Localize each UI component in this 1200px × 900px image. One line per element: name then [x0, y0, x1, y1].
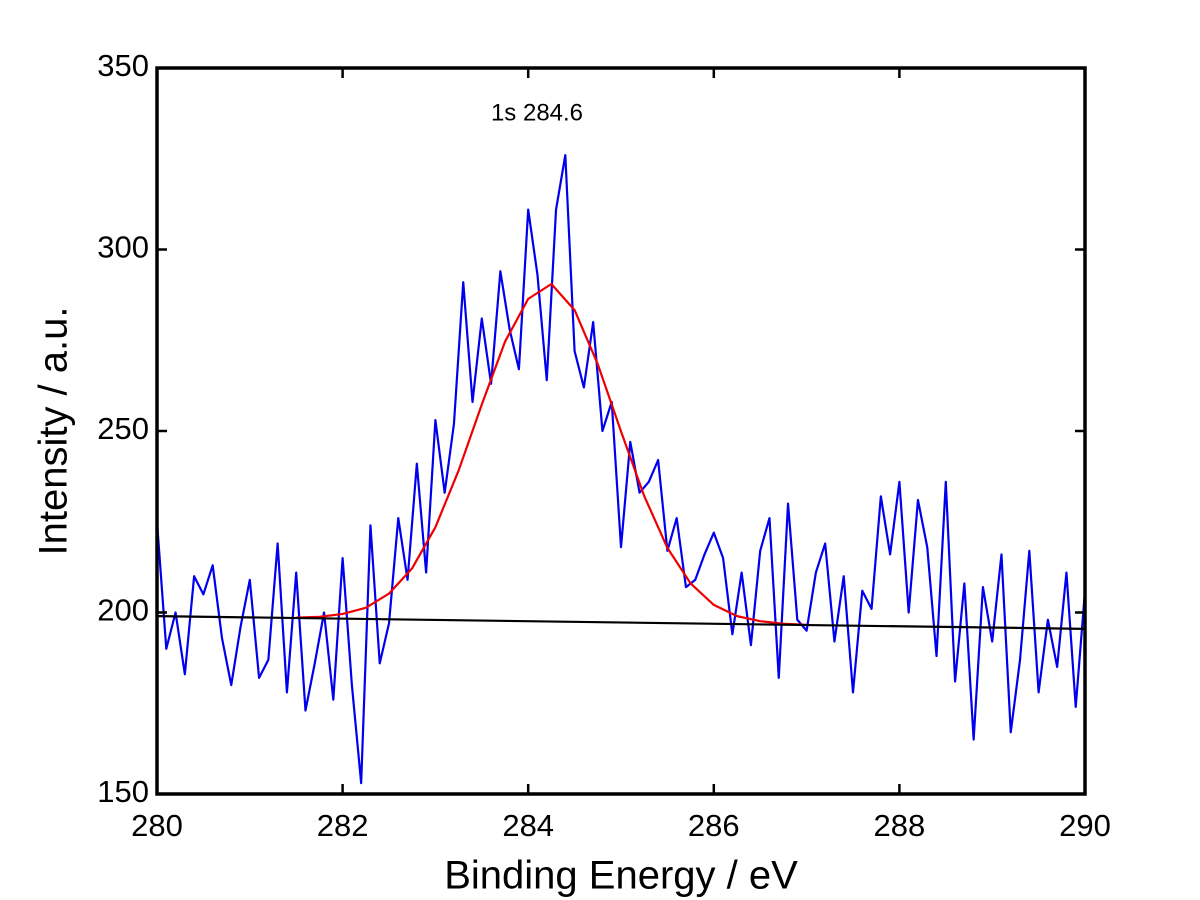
data-line	[156, 615, 1086, 630]
y-axis-label: Intensity / a.u.	[32, 306, 76, 555]
data-line	[296, 282, 807, 626]
x-tick-label: 280	[131, 808, 183, 843]
data-line	[155, 154, 1087, 785]
y-tick-label: 150	[97, 774, 149, 809]
x-tick-label: 282	[317, 808, 369, 843]
x-tick-label: 286	[688, 808, 740, 843]
y-tick-label: 250	[97, 411, 149, 446]
x-tick-label: 284	[502, 808, 554, 843]
annotation: 1s 284.6	[491, 99, 583, 126]
x-axis-label: Binding Energy / eV	[444, 854, 798, 898]
y-tick-label: 300	[97, 230, 149, 265]
y-tick-label: 350	[97, 48, 149, 83]
y-tick-label: 200	[97, 593, 149, 628]
x-tick-label: 288	[874, 808, 926, 843]
x-tick-label: 290	[1059, 808, 1111, 843]
plot-frame	[155, 66, 1087, 796]
